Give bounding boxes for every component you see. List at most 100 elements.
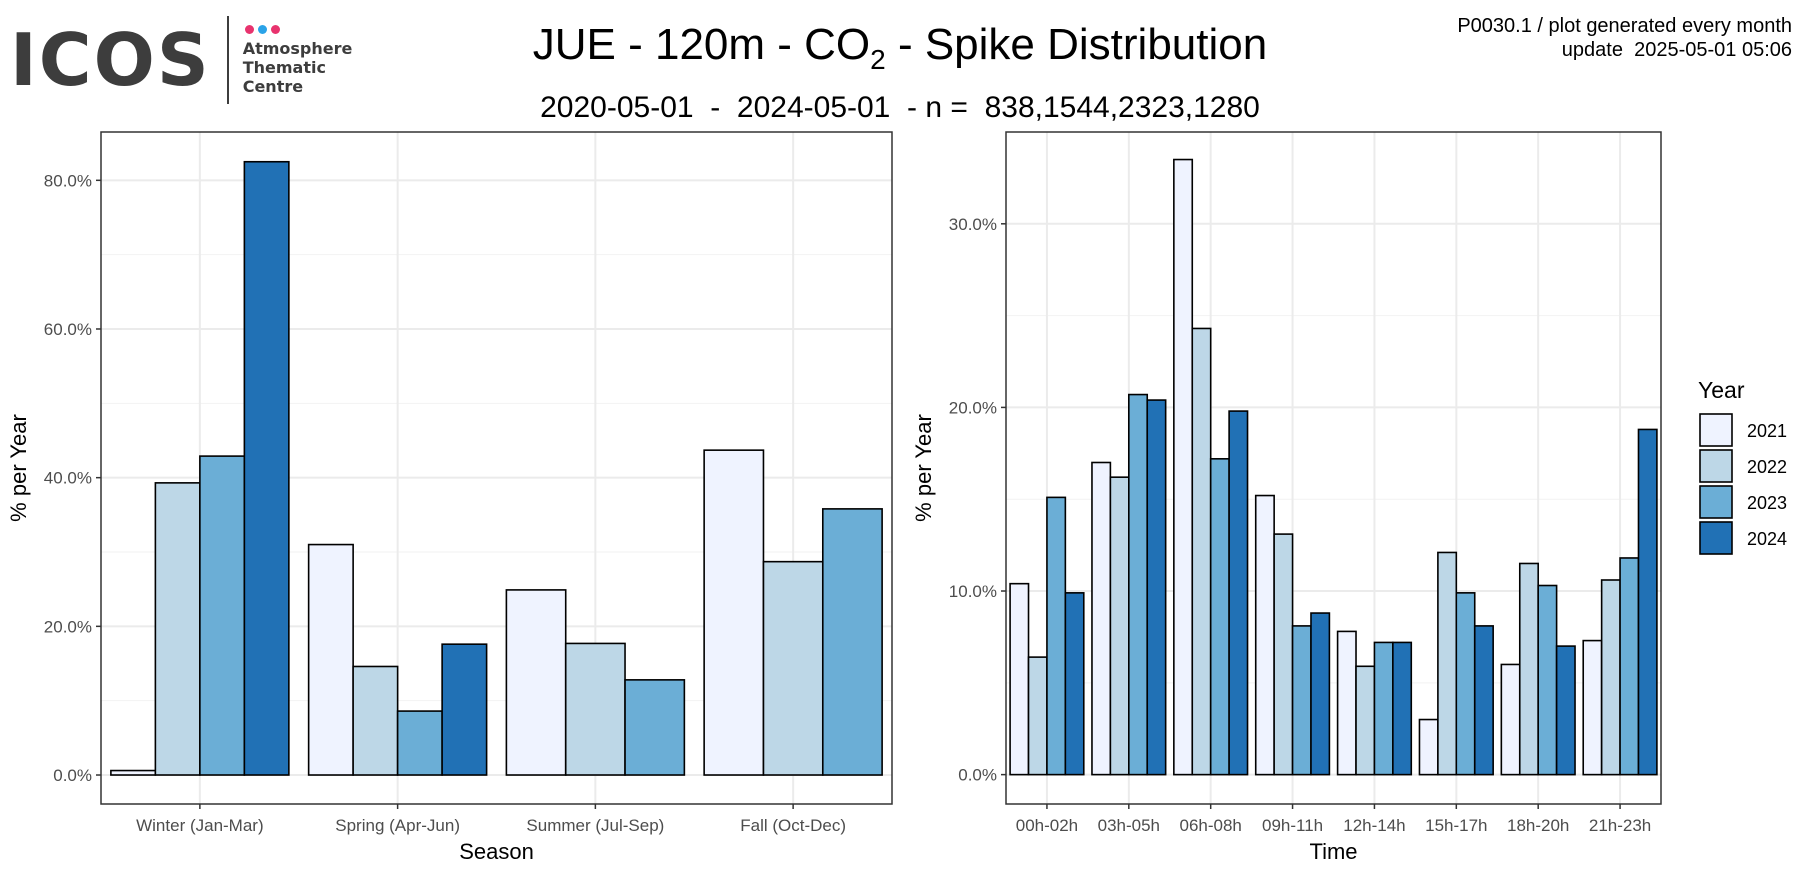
legend-label-2022: 2022 xyxy=(1747,457,1787,477)
bar-2024-4 xyxy=(1310,612,1331,776)
bar-2021-7 xyxy=(1500,663,1521,776)
legend-title: Year xyxy=(1698,377,1745,403)
title-tail: - Spike Distribution xyxy=(885,20,1268,69)
bar-2021-2 xyxy=(307,543,354,776)
x-tick-label: 00h-02h xyxy=(1016,816,1078,835)
y-tick-label: 80.0% xyxy=(44,171,92,190)
bar-2022-2 xyxy=(352,665,399,776)
bar-2021-3 xyxy=(1173,158,1194,776)
bar-2021-3 xyxy=(505,589,567,776)
bar-2023-2 xyxy=(396,710,443,776)
title-subscript: 2 xyxy=(870,43,886,75)
meta-line-1: P0030.1 / plot generated every month xyxy=(1457,15,1792,37)
bar-2024-2 xyxy=(1146,399,1167,776)
page-subtitle: 2020-05-01 - 2024-05-01 - n = 838,1544,2… xyxy=(540,91,1260,124)
bar-2023-6 xyxy=(1455,592,1476,776)
logo-separator xyxy=(226,16,229,104)
bar-2022-3 xyxy=(564,642,626,776)
y-tick-label: 60.0% xyxy=(44,320,92,339)
legend-label-2024: 2024 xyxy=(1747,529,1787,549)
x-axis-title: Season xyxy=(459,839,534,864)
legend-label-2023: 2023 xyxy=(1747,493,1787,513)
logo-sub-line-2: Thematic xyxy=(242,57,326,77)
bar-2023-4 xyxy=(1291,625,1312,776)
x-tick-label: Spring (Apr-Jun) xyxy=(335,816,460,835)
x-tick-label: 21h-23h xyxy=(1589,816,1651,835)
meta-info: P0030.1 / plot generated every month upda… xyxy=(1457,14,1792,62)
bar-2023-1 xyxy=(199,455,246,776)
bar-2022-1 xyxy=(1027,656,1048,776)
x-tick-label: 15h-17h xyxy=(1425,816,1487,835)
logo-subtitle: Atmosphere Thematic Centre xyxy=(242,24,353,96)
bar-2021-4 xyxy=(1254,494,1275,776)
x-axis-title: Time xyxy=(1309,839,1357,864)
logo-dots xyxy=(244,24,280,34)
bar-2023-1 xyxy=(1046,496,1067,776)
bar-2021-1 xyxy=(110,769,157,776)
x-tick-label: Winter (Jan-Mar) xyxy=(136,816,264,835)
logo-sub-line-1: Atmosphere xyxy=(242,38,353,58)
bar-2023-7 xyxy=(1537,584,1558,776)
bar-2022-1 xyxy=(154,482,201,776)
icos-logo: ICOS Atmosphere Thematic Centre xyxy=(10,14,352,106)
bar-2021-4 xyxy=(703,449,765,776)
bar-2022-4 xyxy=(762,560,824,776)
bar-2022-3 xyxy=(1191,327,1212,776)
x-tick-label: 09h-11h xyxy=(1262,816,1323,835)
y-axis-title: % per Year xyxy=(911,414,936,522)
x-tick-label: Summer (Jul-Sep) xyxy=(526,816,664,835)
chart-panel-2: 0.0% 10.0% 20.0% 30.0% 00h-02h 03h-05h 06h-08h… xyxy=(911,131,1662,864)
logo-dot-1 xyxy=(244,24,254,34)
bar-2022-2 xyxy=(1109,476,1130,776)
bar-2024-7 xyxy=(1555,645,1576,776)
x-tick-label: Fall (Oct-Dec) xyxy=(740,816,846,835)
bar-2024-2 xyxy=(441,643,488,776)
bar-2021-1 xyxy=(1009,582,1030,776)
legend-key-2022 xyxy=(1699,449,1733,483)
logo-dot-3 xyxy=(270,24,280,34)
bar-2024-6 xyxy=(1473,625,1494,776)
legend-label-2021: 2021 xyxy=(1747,421,1787,441)
bar-2021-2 xyxy=(1091,461,1112,776)
x-tick-label: 18h-20h xyxy=(1507,816,1569,835)
bar-2022-4 xyxy=(1273,533,1294,776)
y-axis-title: % per Year xyxy=(6,414,31,522)
bar-2024-8 xyxy=(1637,428,1658,776)
chart-panel-1: 0.0% 20.0% 40.0% 60.0% 80.0% Winter (Jan-Mar)… xyxy=(6,131,893,864)
y-tick-label: 40.0% xyxy=(44,469,92,488)
x-tick-label: 03h-05h xyxy=(1098,816,1160,835)
page-title: JUE - 120m - CO2 - Spike Distribution xyxy=(0,18,1800,87)
bar-2024-3 xyxy=(1228,410,1249,776)
y-tick-label: 30.0% xyxy=(949,215,997,234)
bar-2022-5 xyxy=(1355,665,1376,776)
bar-2024-1 xyxy=(243,160,290,776)
bar-2022-8 xyxy=(1600,579,1621,776)
logo-dot-2 xyxy=(257,24,267,34)
bar-2023-3 xyxy=(624,679,686,776)
title-main: JUE - 120m - CO xyxy=(532,20,871,69)
x-tick-label: 06h-08h xyxy=(1179,816,1241,835)
meta-line-2: update 2025-05-01 05:06 xyxy=(1561,39,1792,61)
bar-2023-5 xyxy=(1373,641,1394,776)
y-tick-label: 0.0% xyxy=(958,766,997,785)
logo-wordmark: ICOS xyxy=(10,18,211,102)
bar-2023-4 xyxy=(821,508,883,776)
logo-sub-line-3: Centre xyxy=(242,76,304,96)
x-tick-label: 12h-14h xyxy=(1343,816,1405,835)
bar-2024-5 xyxy=(1392,641,1413,776)
y-tick-label: 10.0% xyxy=(949,582,997,601)
y-tick-label: 20.0% xyxy=(949,398,997,417)
plot-border xyxy=(1005,131,1662,805)
bar-2023-3 xyxy=(1209,458,1230,776)
bar-2021-6 xyxy=(1418,718,1439,776)
y-tick-label: 0.0% xyxy=(53,766,92,785)
legend-key-2021 xyxy=(1699,413,1733,447)
bar-2023-2 xyxy=(1128,393,1149,776)
y-tick-label: 20.0% xyxy=(44,617,92,636)
bar-2021-5 xyxy=(1336,630,1357,776)
bar-2022-6 xyxy=(1437,551,1458,776)
bar-2022-7 xyxy=(1518,562,1539,776)
legend-key-2023 xyxy=(1699,485,1733,519)
